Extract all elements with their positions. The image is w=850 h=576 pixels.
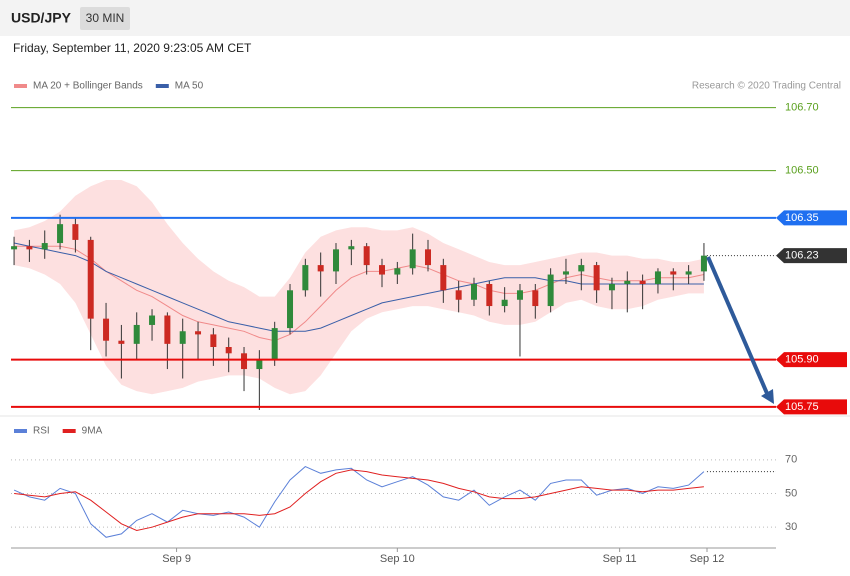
candle-body <box>118 340 125 344</box>
y-tick-label: 70 <box>785 454 797 466</box>
header-bar <box>0 0 850 36</box>
level-label-box <box>776 210 847 226</box>
candle-body <box>394 268 401 275</box>
candle-body <box>654 271 661 284</box>
timestamp: Friday, September 11, 2020 9:23:05 AM CE… <box>13 41 252 55</box>
y-tick-label: 30 <box>785 521 797 533</box>
candle-body <box>685 271 692 275</box>
candle-body <box>624 280 631 284</box>
level-label-box <box>776 399 847 415</box>
legend-label: 9MA <box>82 426 103 437</box>
candle-body <box>179 331 186 344</box>
moving-average <box>14 245 705 342</box>
candle-body <box>287 290 294 329</box>
indicator-line <box>14 469 704 532</box>
candle-body <box>133 324 140 344</box>
candle-body <box>700 255 707 272</box>
candle-body <box>11 246 18 250</box>
candle-body <box>41 243 48 250</box>
candle-body <box>195 331 202 335</box>
candle-body <box>379 265 386 275</box>
candle-body <box>562 271 569 275</box>
candle-body <box>424 249 431 266</box>
candle-body <box>348 246 355 250</box>
level-label-box <box>776 248 847 264</box>
candle-body <box>486 284 493 307</box>
candle-body <box>302 265 309 291</box>
candle-body <box>501 299 508 307</box>
legend-swatch <box>14 429 27 433</box>
candle-body <box>470 284 477 300</box>
candle-body <box>363 246 370 266</box>
level-label: 105.75 <box>785 401 819 413</box>
candle-body <box>409 249 416 269</box>
candle-body <box>608 284 615 291</box>
candle-body <box>241 353 248 370</box>
candle-body <box>670 271 677 275</box>
level-label-box <box>776 352 847 368</box>
candle-body <box>164 315 171 344</box>
candle-body <box>440 265 447 291</box>
symbol: USD/JPY <box>11 10 72 26</box>
candle-body <box>87 239 94 319</box>
timeframe-box <box>80 7 130 30</box>
level-label: 106.23 <box>785 250 819 262</box>
moving-average <box>13 242 704 332</box>
candle-body <box>639 280 646 284</box>
bollinger-band <box>14 180 704 395</box>
legend-label: MA 20 + Bollinger Bands <box>33 81 143 92</box>
credit: Research © 2020 Trading Central <box>692 81 841 92</box>
level-label: 106.35 <box>785 212 819 224</box>
candle-body <box>57 224 64 244</box>
x-tick-label: Sep 11 <box>603 553 637 565</box>
candle-body <box>317 265 324 272</box>
level-label: 106.50 <box>785 165 819 177</box>
candle-body <box>547 274 554 307</box>
candle-body <box>103 318 110 341</box>
candle-body <box>271 328 278 360</box>
legend-swatch <box>155 84 169 88</box>
candle-body <box>26 246 33 250</box>
y-tick-label: 50 <box>785 487 797 499</box>
forecast-arrow <box>706 256 771 399</box>
candle-body <box>333 249 340 272</box>
forecast-arrowhead <box>761 389 774 404</box>
candle-body <box>593 265 600 291</box>
legend-label: MA 50 <box>175 81 204 92</box>
candle-body <box>225 347 232 354</box>
x-tick-label: Sep 12 <box>690 553 725 565</box>
candle-body <box>256 359 263 370</box>
legend-swatch <box>14 84 27 88</box>
candle-body <box>210 334 217 347</box>
candle-body <box>149 315 156 325</box>
plot: Sep 9 Sep 10 Sep 11 Sep 12 106.70 106.50 106.3… <box>11 81 847 565</box>
legend-label: RSI <box>33 426 50 437</box>
candle-body <box>72 224 79 240</box>
x-tick-label: Sep 9 <box>162 553 191 565</box>
timeframe: 30 MIN <box>86 11 125 25</box>
level-label: 106.70 <box>785 102 819 114</box>
x-tick-label: Sep 10 <box>380 553 415 565</box>
legend-swatch <box>62 429 76 433</box>
candle-body <box>578 265 585 272</box>
candle-body <box>455 290 462 300</box>
level-label: 105.90 <box>785 354 819 366</box>
candle-body <box>516 290 523 300</box>
candle-body <box>532 290 539 307</box>
